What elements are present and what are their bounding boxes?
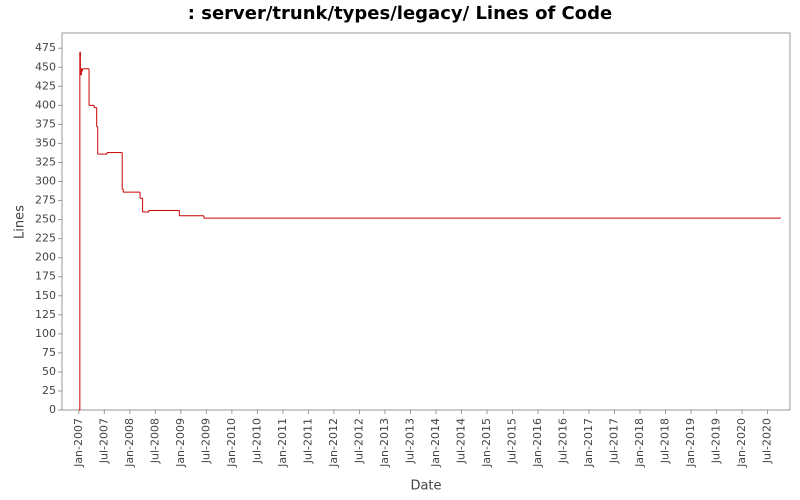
- x-tick-label: Jul-2018: [659, 418, 672, 464]
- x-tick-label: Jul-2008: [148, 418, 161, 464]
- x-tick-label: Jan-2015: [480, 418, 493, 468]
- y-tick-label: 150: [35, 289, 56, 302]
- y-tick-label: 475: [35, 41, 56, 54]
- x-tick-label: Jul-2015: [505, 418, 518, 464]
- y-tick-label: 125: [35, 308, 56, 321]
- y-tick-label: 200: [35, 251, 56, 264]
- x-tick-label: Jan-2013: [378, 418, 391, 468]
- x-tick-label: Jul-2009: [199, 418, 212, 464]
- x-tick-label: Jul-2014: [454, 418, 467, 464]
- y-tick-label: 300: [35, 175, 56, 188]
- x-tick-label: Jan-2008: [123, 418, 136, 468]
- x-tick-label: Jul-2013: [403, 418, 416, 464]
- y-tick-label: 75: [42, 346, 56, 359]
- x-tick-label: Jan-2007: [72, 418, 85, 468]
- y-tick-label: 350: [35, 136, 56, 149]
- y-tick-label: 25: [42, 384, 56, 397]
- x-tick-label: Jul-2016: [556, 418, 569, 464]
- y-tick-label: 175: [35, 270, 56, 283]
- y-tick-label: 100: [35, 327, 56, 340]
- x-tick-label: Jan-2009: [174, 418, 187, 468]
- y-tick-label: 450: [35, 60, 56, 73]
- x-tick-label: Jan-2011: [276, 418, 289, 468]
- x-tick-label: Jul-2012: [352, 418, 365, 464]
- y-tick-label: 375: [35, 117, 56, 130]
- x-tick-label: Jan-2016: [531, 418, 544, 468]
- x-tick-label: Jul-2010: [250, 418, 263, 464]
- x-tick-label: Jan-2012: [327, 418, 340, 468]
- y-axis-label: Lines: [13, 205, 28, 239]
- y-tick-label: 400: [35, 98, 56, 111]
- x-tick-label: Jan-2020: [735, 418, 748, 468]
- x-tick-label: Jan-2017: [582, 418, 595, 468]
- x-tick-label: Jul-2020: [761, 418, 774, 464]
- y-tick-label: 325: [35, 155, 56, 168]
- y-tick-label: 250: [35, 213, 56, 226]
- x-tick-label: Jul-2017: [608, 418, 621, 464]
- y-tick-label: 275: [35, 194, 56, 207]
- x-tick-label: Jan-2014: [429, 418, 442, 468]
- x-tick-label: Jul-2007: [97, 418, 110, 464]
- plot-area: [61, 32, 791, 411]
- y-tick-label: 50: [42, 365, 56, 378]
- chart-title: : server/trunk/types/legacy/ Lines of Co…: [188, 3, 612, 24]
- y-tick-label: 0: [49, 403, 56, 416]
- y-tick-label: 225: [35, 232, 56, 245]
- x-tick-label: Jul-2011: [301, 418, 314, 464]
- x-axis-label: Date: [410, 479, 441, 494]
- x-tick-label: Jan-2010: [225, 418, 238, 468]
- x-tick-label: Jul-2019: [710, 418, 723, 464]
- x-tick-label: Jan-2018: [633, 418, 646, 468]
- x-tick-label: Jan-2019: [684, 418, 697, 468]
- y-tick-label: 425: [35, 79, 56, 92]
